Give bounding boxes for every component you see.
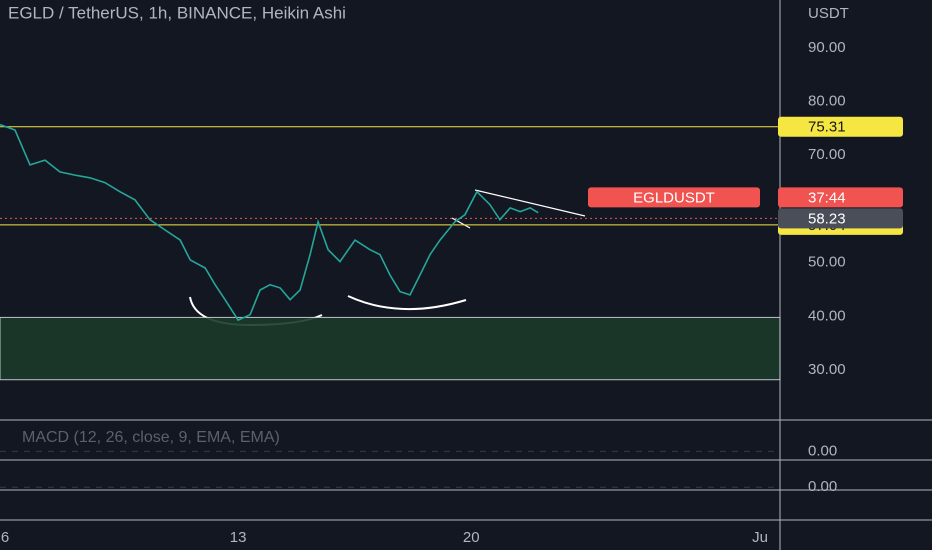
x-tick-label: Ju [752, 529, 768, 546]
price-label-bg [778, 208, 903, 229]
y-tick-label: 80.00 [808, 92, 846, 109]
level-label-bg [778, 116, 903, 137]
trend-line [474, 189, 586, 217]
countdown: 37:44 [808, 189, 846, 206]
pane-tick-label: 0.00 [808, 442, 837, 459]
y-tick-label: 40.00 [808, 307, 846, 324]
y-tick-label: 50.00 [808, 254, 846, 271]
support-zone [0, 316, 781, 381]
pane-tick-label: 0.00 [808, 478, 837, 495]
chart-title: EGLD / TetherUS, 1h, BINANCE, Heikin Ash… [8, 3, 346, 22]
pane-title: MACD (12, 26, close, 9, EMA, EMA) [22, 429, 280, 446]
x-tick-label: 13 [230, 529, 247, 546]
trend-line [451, 217, 471, 229]
x-tick-label: 6 [1, 529, 9, 546]
y-tick-label: 70.00 [808, 146, 846, 163]
price-line [0, 123, 539, 322]
countdown-bg [778, 187, 903, 208]
axis-unit: USDT [808, 5, 849, 22]
level-label: 75.31 [808, 119, 846, 136]
y-tick-label: 90.00 [808, 39, 846, 56]
x-tick-label: 20 [463, 529, 480, 546]
y-tick-label: 30.00 [808, 361, 846, 378]
drawing-curve [347, 295, 467, 311]
symbol-label: EGLDUSDT [633, 189, 715, 206]
price-label: 58.23 [808, 210, 846, 227]
symbol-label-bg [588, 187, 760, 208]
